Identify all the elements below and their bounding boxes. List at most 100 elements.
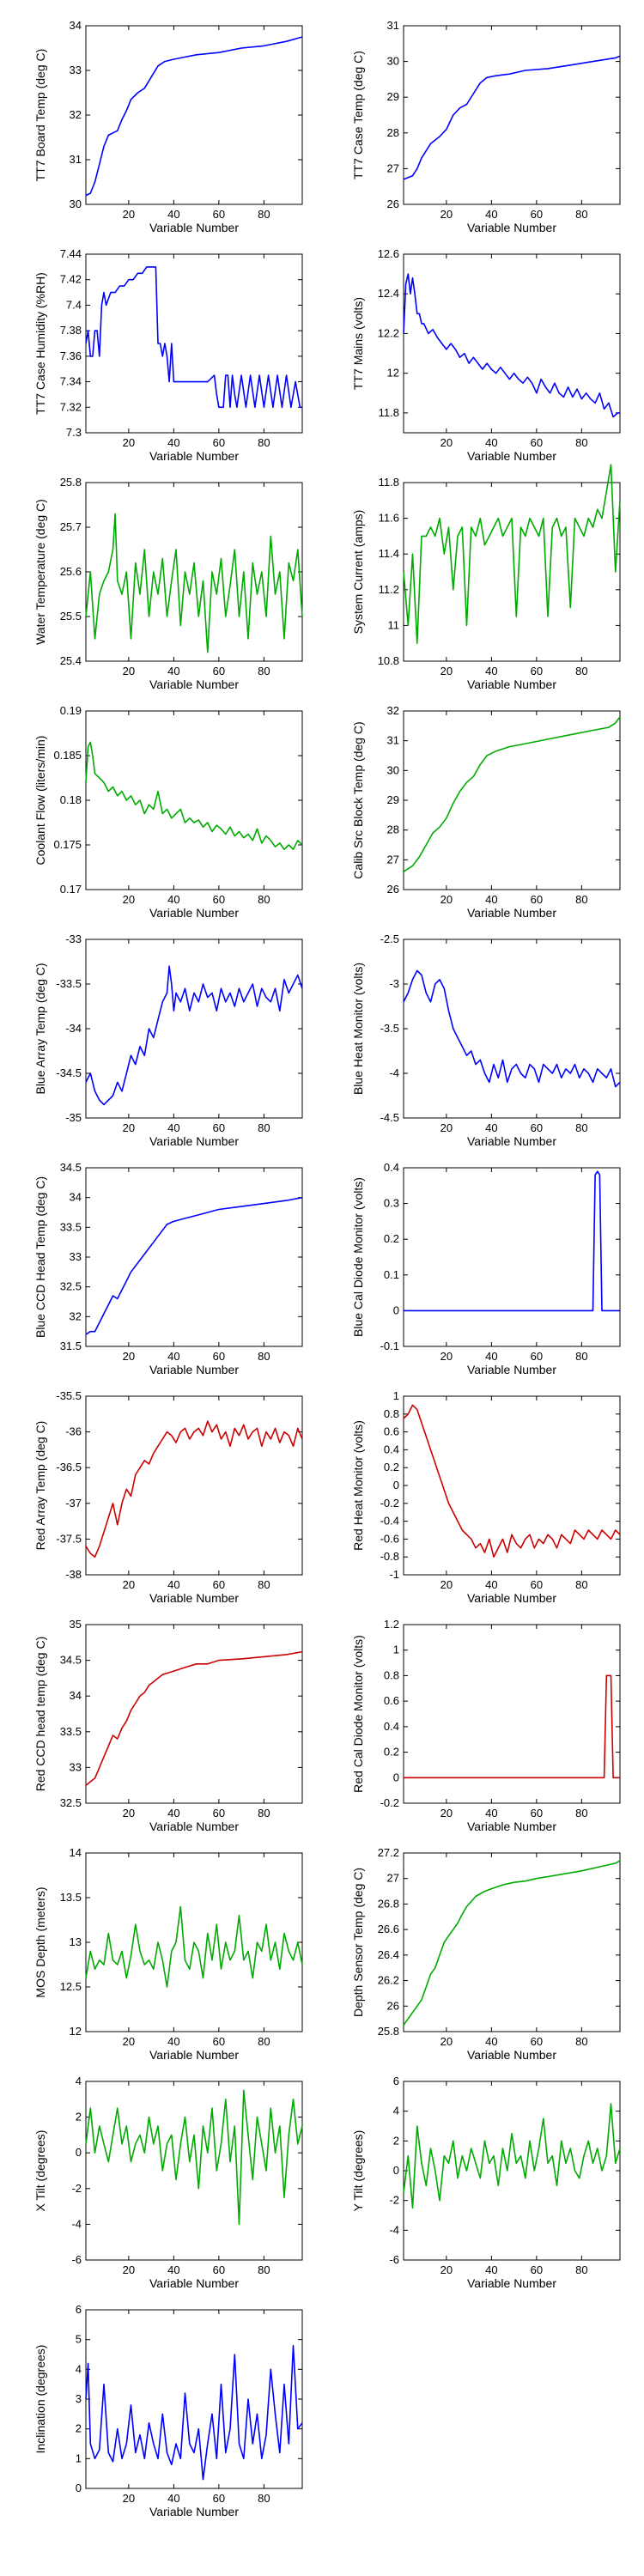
- chart-panel-3: 7.3 7.32 7.34 7.36 7.38 7.4 7.42 7.44 20 40 60 80 Va…: [33, 247, 303, 463]
- x-tick-label: 60: [213, 1578, 225, 1591]
- y-tick-label: 26: [387, 197, 399, 210]
- plot-frame: [85, 1624, 303, 1804]
- y-tick-label: 11.8: [379, 406, 399, 419]
- x-tick-label: 20: [440, 1807, 453, 1820]
- y-tick-label: -2: [389, 2194, 399, 2207]
- y-axis-label: TT7 Board Temp (deg C): [33, 49, 47, 182]
- y-tick-label: 4: [393, 2105, 399, 2117]
- x-tick-label: 40: [167, 665, 179, 677]
- x-tick-label: 60: [531, 1350, 543, 1363]
- y-tick-label: 33.5: [60, 1220, 82, 1233]
- chart-panel-6: 10.8 11 11.2 11.4 11.6 11.8 20 40 60 80 Variable N…: [351, 464, 621, 691]
- x-tick-label: 40: [167, 2263, 179, 2276]
- y-tick-label: 32.5: [60, 1280, 82, 1293]
- y-tick-label: 3: [76, 2392, 82, 2405]
- y-tick-label: 26: [387, 1999, 399, 2012]
- y-tick-label: 12.2: [378, 326, 399, 339]
- y-tick-label: 12: [70, 2025, 82, 2038]
- plot-frame: [403, 1395, 621, 1576]
- chart-panel-13: -38 -37.5 -37 -36.5 -36 -35.5 20 40 60 80 Variable…: [33, 1389, 303, 1605]
- x-axis-label: Variable Number: [149, 2048, 239, 2062]
- chart-panel-2: 26 27 28 29 30 31 20 40 60 80 Variable Number TT7 C…: [351, 19, 621, 234]
- series-line: [85, 1650, 303, 1786]
- x-tick-label: 20: [123, 665, 135, 677]
- x-tick-label: 80: [575, 1807, 587, 1820]
- x-tick-label: 20: [440, 436, 453, 449]
- y-axis-label: Depth Sensor Temp (deg C): [351, 1868, 365, 2017]
- series-line: [403, 464, 621, 645]
- x-axis-label: Variable Number: [149, 1134, 239, 1148]
- y-tick-label: 0: [76, 2482, 82, 2494]
- y-tick-label: 11.4: [379, 547, 399, 560]
- y-tick-label: 0: [393, 1303, 399, 1316]
- x-tick-label: 20: [123, 2263, 135, 2276]
- y-axis-label: TT7 Case Temp (deg C): [351, 51, 365, 179]
- x-tick-label: 60: [531, 2035, 543, 2048]
- y-tick-label: -4: [389, 1066, 399, 1079]
- x-tick-label: 40: [485, 2263, 497, 2276]
- plot-frame: [85, 2081, 303, 2261]
- chart-panel-21: 0 1 2 3 4 5 6 20 40 60 80 Variable Number Inclinatio…: [33, 2303, 303, 2518]
- y-tick-label: 0.1: [384, 1268, 399, 1281]
- y-tick-label: 0: [76, 2146, 82, 2159]
- y-axis-label: Blue Cal Diode Monitor (volts): [351, 1177, 365, 1337]
- y-tick-label: 7.3: [66, 426, 82, 439]
- y-tick-label: -0.4: [380, 1515, 399, 1528]
- y-tick-label: 0: [393, 2164, 399, 2177]
- y-tick-label: -37: [65, 1497, 82, 1510]
- y-tick-label: -38: [65, 1568, 82, 1581]
- x-tick-label: 60: [531, 893, 543, 906]
- y-tick-label: -0.2: [380, 1497, 399, 1510]
- y-tick-label: 7.42: [60, 273, 82, 286]
- y-tick-label: 26.4: [378, 1948, 399, 1961]
- y-tick-label: -35: [65, 1111, 82, 1124]
- x-tick-label: 40: [167, 1578, 179, 1591]
- x-axis-label: Variable Number: [467, 221, 556, 234]
- x-tick-label: 40: [485, 2035, 497, 2048]
- y-tick-label: 1.2: [384, 1618, 399, 1631]
- y-axis-label: Red Cal Diode Monitor (volts): [351, 1635, 365, 1793]
- y-axis-label: TT7 Mains (volts): [351, 297, 365, 390]
- x-axis-label: Variable Number: [149, 1591, 239, 1605]
- x-axis-label: Variable Number: [467, 677, 556, 691]
- x-axis-label: Variable Number: [149, 906, 239, 920]
- y-tick-label: 11.6: [379, 512, 399, 525]
- x-tick-label: 80: [258, 665, 270, 677]
- y-tick-label: 0.4: [384, 1720, 399, 1733]
- y-tick-label: 13.5: [60, 1891, 82, 1904]
- x-tick-label: 60: [213, 2035, 225, 2048]
- series-line: [85, 36, 303, 197]
- x-tick-label: 20: [440, 893, 453, 906]
- y-tick-label: 12.4: [378, 287, 399, 300]
- x-tick-label: 60: [213, 2263, 225, 2276]
- y-axis-label: System Current (amps): [351, 510, 365, 635]
- y-tick-label: 29: [387, 90, 399, 103]
- y-tick-label: 14: [70, 1846, 82, 1859]
- y-tick-label: 7.44: [60, 247, 82, 260]
- plot-frame: [85, 1167, 303, 1347]
- y-tick-label: 11.8: [379, 476, 399, 489]
- series-line: [404, 1170, 620, 1312]
- plot-frame: [403, 253, 621, 434]
- y-tick-label: 33.5: [60, 1725, 82, 1738]
- series-line: [85, 513, 303, 653]
- y-tick-label: 2: [393, 2134, 399, 2147]
- x-tick-label: 80: [575, 208, 587, 221]
- y-tick-label: 7.34: [60, 375, 82, 388]
- y-axis-label: X Tilt (degrees): [33, 2130, 47, 2212]
- x-tick-label: 40: [485, 1121, 497, 1134]
- x-axis-label: Variable Number: [467, 449, 556, 463]
- y-tick-label: 0.17: [60, 883, 82, 896]
- x-tick-label: 40: [167, 2492, 179, 2505]
- y-tick-label: 32: [70, 108, 82, 121]
- y-tick-label: 0.185: [53, 749, 82, 762]
- y-tick-label: 32.5: [60, 1796, 82, 1809]
- x-tick-label: 80: [575, 2035, 587, 2048]
- y-tick-label: -0.8: [380, 1550, 399, 1563]
- x-tick-label: 40: [167, 436, 179, 449]
- y-tick-label: -4: [389, 2223, 399, 2236]
- y-tick-label: 25.5: [60, 610, 82, 623]
- x-tick-label: 80: [575, 893, 587, 906]
- y-tick-label: -0.6: [380, 1532, 399, 1545]
